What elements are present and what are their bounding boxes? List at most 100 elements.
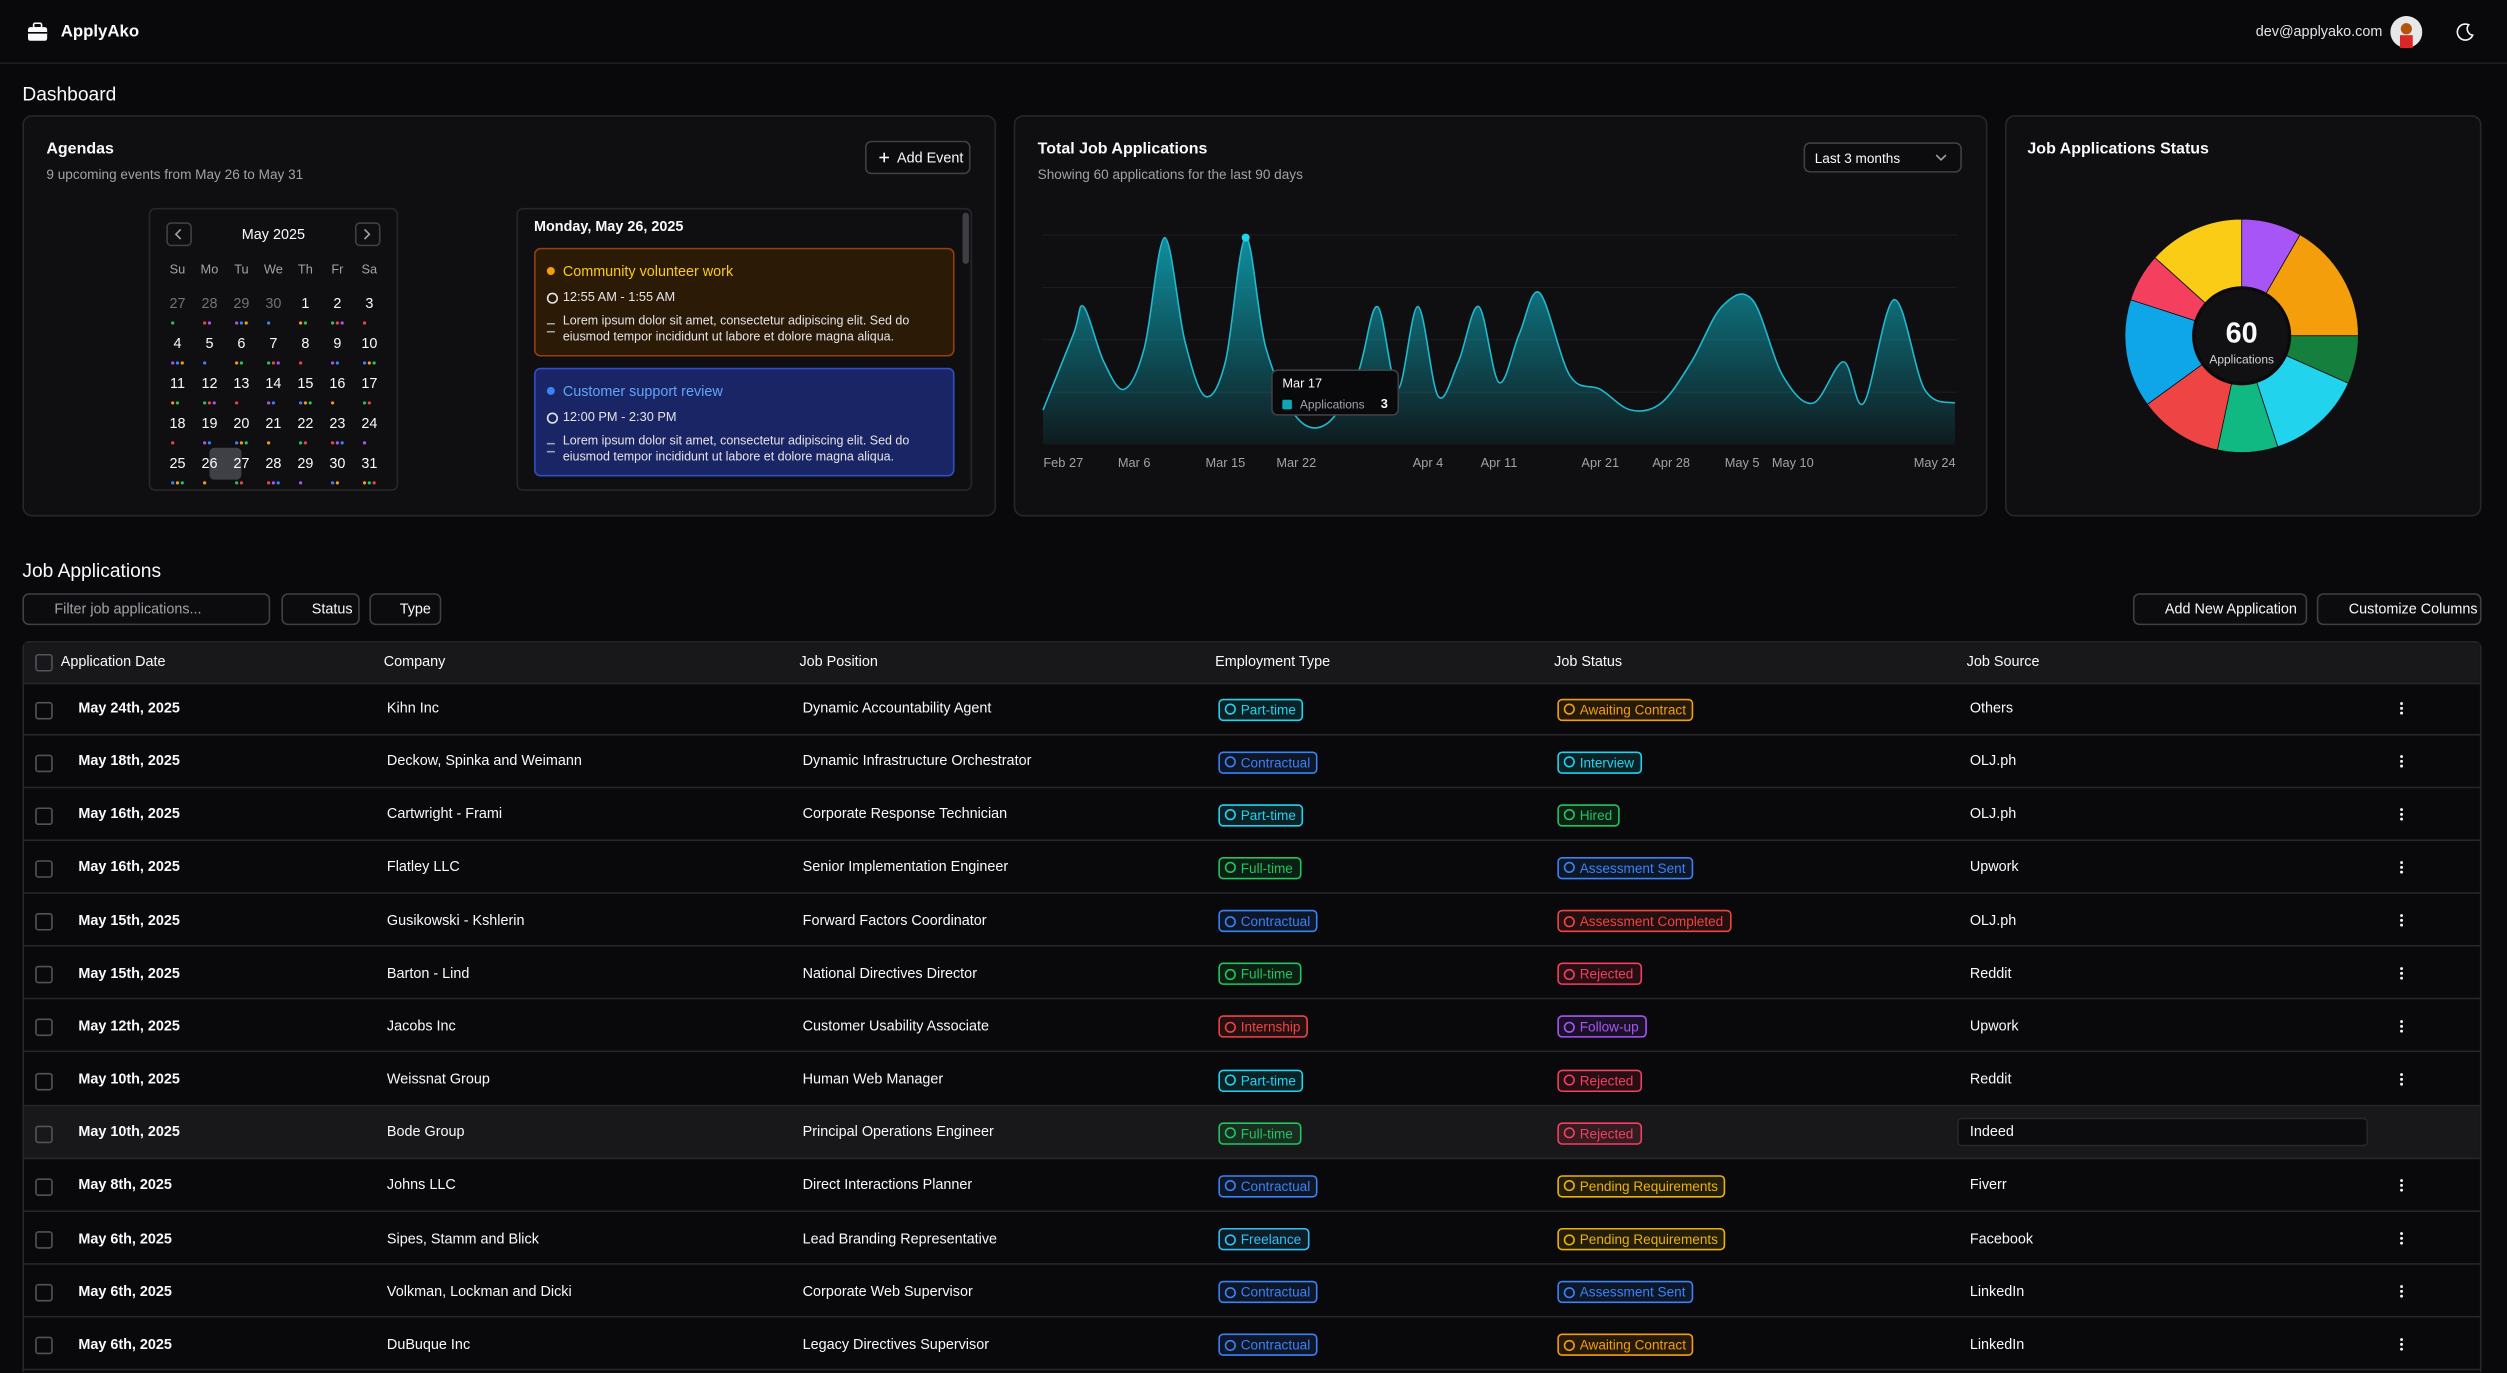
job-status-badge: Awaiting Contract xyxy=(1557,698,1694,720)
checkbox[interactable] xyxy=(35,1231,53,1249)
checkbox[interactable] xyxy=(35,1337,53,1355)
section-title: Job Applications xyxy=(22,559,161,582)
badge-cell: Contractual xyxy=(1218,920,1220,922)
badge-cell: Awaiting Contract xyxy=(1557,708,1559,710)
badge-cell: Interview xyxy=(1557,761,1559,763)
application-date: May 15th, 2025 xyxy=(78,912,180,929)
table-cell: Principal Operations Engineer xyxy=(803,1124,994,1141)
application-date: May 8th, 2025 xyxy=(78,1177,172,1194)
badge-cell: Contractual xyxy=(1218,1185,1220,1187)
checkbox[interactable] xyxy=(35,913,53,931)
table-cell: Forward Factors Coordinator xyxy=(803,912,987,929)
checkbox[interactable] xyxy=(35,1072,53,1090)
filter-label[interactable]: Type xyxy=(400,601,431,618)
table-cell: Others xyxy=(1970,700,2013,717)
filter-placeholder[interactable]: Filter job applications... xyxy=(54,601,201,618)
badge-cell: Rejected xyxy=(1557,973,1559,975)
checkbox[interactable] xyxy=(35,966,53,984)
employment-type-badge: Contractual xyxy=(1218,1281,1318,1303)
action-label[interactable]: Add New Application xyxy=(2165,601,2297,618)
job-status-badge: Hired xyxy=(1557,804,1620,826)
employment-type-badge: Contractual xyxy=(1218,1334,1318,1356)
column-header[interactable]: Job Position xyxy=(799,653,877,670)
tooltip-value: 3 xyxy=(1381,397,1388,412)
application-date: May 6th, 2025 xyxy=(78,1283,172,1300)
employment-type-badge: Part-time xyxy=(1218,804,1304,826)
x-tick-label: Apr 28 xyxy=(1652,456,1690,471)
badge-cell: Freelance xyxy=(1218,1238,1220,1240)
table-cell: Volkman, Lockman and Dicki xyxy=(387,1283,572,1300)
badge-cell: Full-time xyxy=(1218,1132,1220,1134)
column-header[interactable]: Job Source xyxy=(1967,653,2040,670)
checkbox[interactable] xyxy=(35,807,53,825)
job-status-badge: Assessment Sent xyxy=(1557,1281,1693,1303)
checkbox[interactable] xyxy=(35,1178,53,1196)
x-tick-label: Mar 6 xyxy=(1118,456,1151,471)
table-cell: Human Web Manager xyxy=(803,1071,944,1088)
table-cell: DuBuque Inc xyxy=(387,1336,470,1353)
cell-focus xyxy=(1957,1118,2368,1147)
job-status-badge: Rejected xyxy=(1557,963,1641,985)
employment-type-badge: Contractual xyxy=(1218,751,1318,773)
column-header[interactable]: Employment Type xyxy=(1215,653,1330,670)
application-date: May 10th, 2025 xyxy=(78,1071,180,1088)
column-header[interactable]: Company xyxy=(384,653,446,670)
checkbox[interactable] xyxy=(35,654,53,672)
checkbox[interactable] xyxy=(35,754,53,772)
filter-label[interactable]: Status xyxy=(312,601,353,618)
table-cell: Barton - Lind xyxy=(387,965,469,982)
table-cell: Lead Branding Representative xyxy=(803,1230,997,1247)
table-cell: Johns LLC xyxy=(387,1177,456,1194)
tooltip-series: Applications xyxy=(1300,397,1365,411)
checkbox[interactable] xyxy=(35,1284,53,1302)
column-header[interactable]: Application Date xyxy=(61,653,166,670)
application-date: May 24th, 2025 xyxy=(78,700,180,717)
badge-cell: Contractual xyxy=(1218,761,1220,763)
badge-cell: Assessment Completed xyxy=(1557,920,1559,922)
active-dot xyxy=(1242,234,1250,242)
job-status-badge: Pending Requirements xyxy=(1557,1228,1726,1250)
x-tick-label: May 5 xyxy=(1725,456,1760,471)
table-cell: Legacy Directives Supervisor xyxy=(803,1336,989,1353)
table-cell: Reddit xyxy=(1970,1071,2012,1088)
employment-type-badge: Part-time xyxy=(1218,698,1304,720)
checkbox[interactable] xyxy=(35,1125,53,1143)
application-date: May 12th, 2025 xyxy=(78,1018,180,1035)
table-cell: Dynamic Accountability Agent xyxy=(803,700,992,717)
x-tick-label: May 24 xyxy=(1914,456,1956,471)
checkbox[interactable] xyxy=(35,1019,53,1037)
badge-cell: Rejected xyxy=(1557,1079,1559,1081)
table-cell: Corporate Web Supervisor xyxy=(803,1283,973,1300)
employment-type-badge: Contractual xyxy=(1218,910,1318,932)
employment-type-badge: Contractual xyxy=(1218,1175,1318,1197)
table-cell: Bode Group xyxy=(387,1124,465,1141)
employment-type-badge: Full-time xyxy=(1218,963,1300,985)
x-tick-label: Mar 22 xyxy=(1276,456,1316,471)
employment-type-badge: Internship xyxy=(1218,1016,1308,1038)
job-status-badge: Interview xyxy=(1557,751,1642,773)
badge-cell: Part-time xyxy=(1218,814,1220,816)
column-header[interactable]: Job Status xyxy=(1554,653,1622,670)
table-cell: Direct Interactions Planner xyxy=(803,1177,973,1194)
table-cell: OLJ.ph xyxy=(1970,806,2016,823)
employment-type-badge: Full-time xyxy=(1218,1122,1300,1144)
area-fill xyxy=(1043,238,1955,445)
badge-cell: Assessment Sent xyxy=(1557,1291,1559,1293)
table-cell: Senior Implementation Engineer xyxy=(803,859,1009,876)
application-date: May 6th, 2025 xyxy=(78,1230,172,1247)
x-tick-label: Apr 11 xyxy=(1481,456,1518,471)
table-cell: Dynamic Infrastructure Orchestrator xyxy=(803,753,1032,770)
checkbox[interactable] xyxy=(35,860,53,878)
application-date: May 16th, 2025 xyxy=(78,806,180,823)
job-status-badge: Follow-up xyxy=(1557,1016,1646,1038)
tooltip-swatch xyxy=(1282,400,1292,410)
checkbox[interactable] xyxy=(35,701,53,719)
table-cell: Reddit xyxy=(1970,965,2012,982)
x-tick-label: May 10 xyxy=(1772,456,1814,471)
job-status-badge: Assessment Completed xyxy=(1557,910,1731,932)
x-tick-label: Apr 21 xyxy=(1581,456,1619,471)
badge-cell: Pending Requirements xyxy=(1557,1185,1559,1187)
table-cell: Flatley LLC xyxy=(387,859,460,876)
action-label[interactable]: Customize Columns xyxy=(2349,601,2478,618)
table-cell: National Directives Director xyxy=(803,965,977,982)
